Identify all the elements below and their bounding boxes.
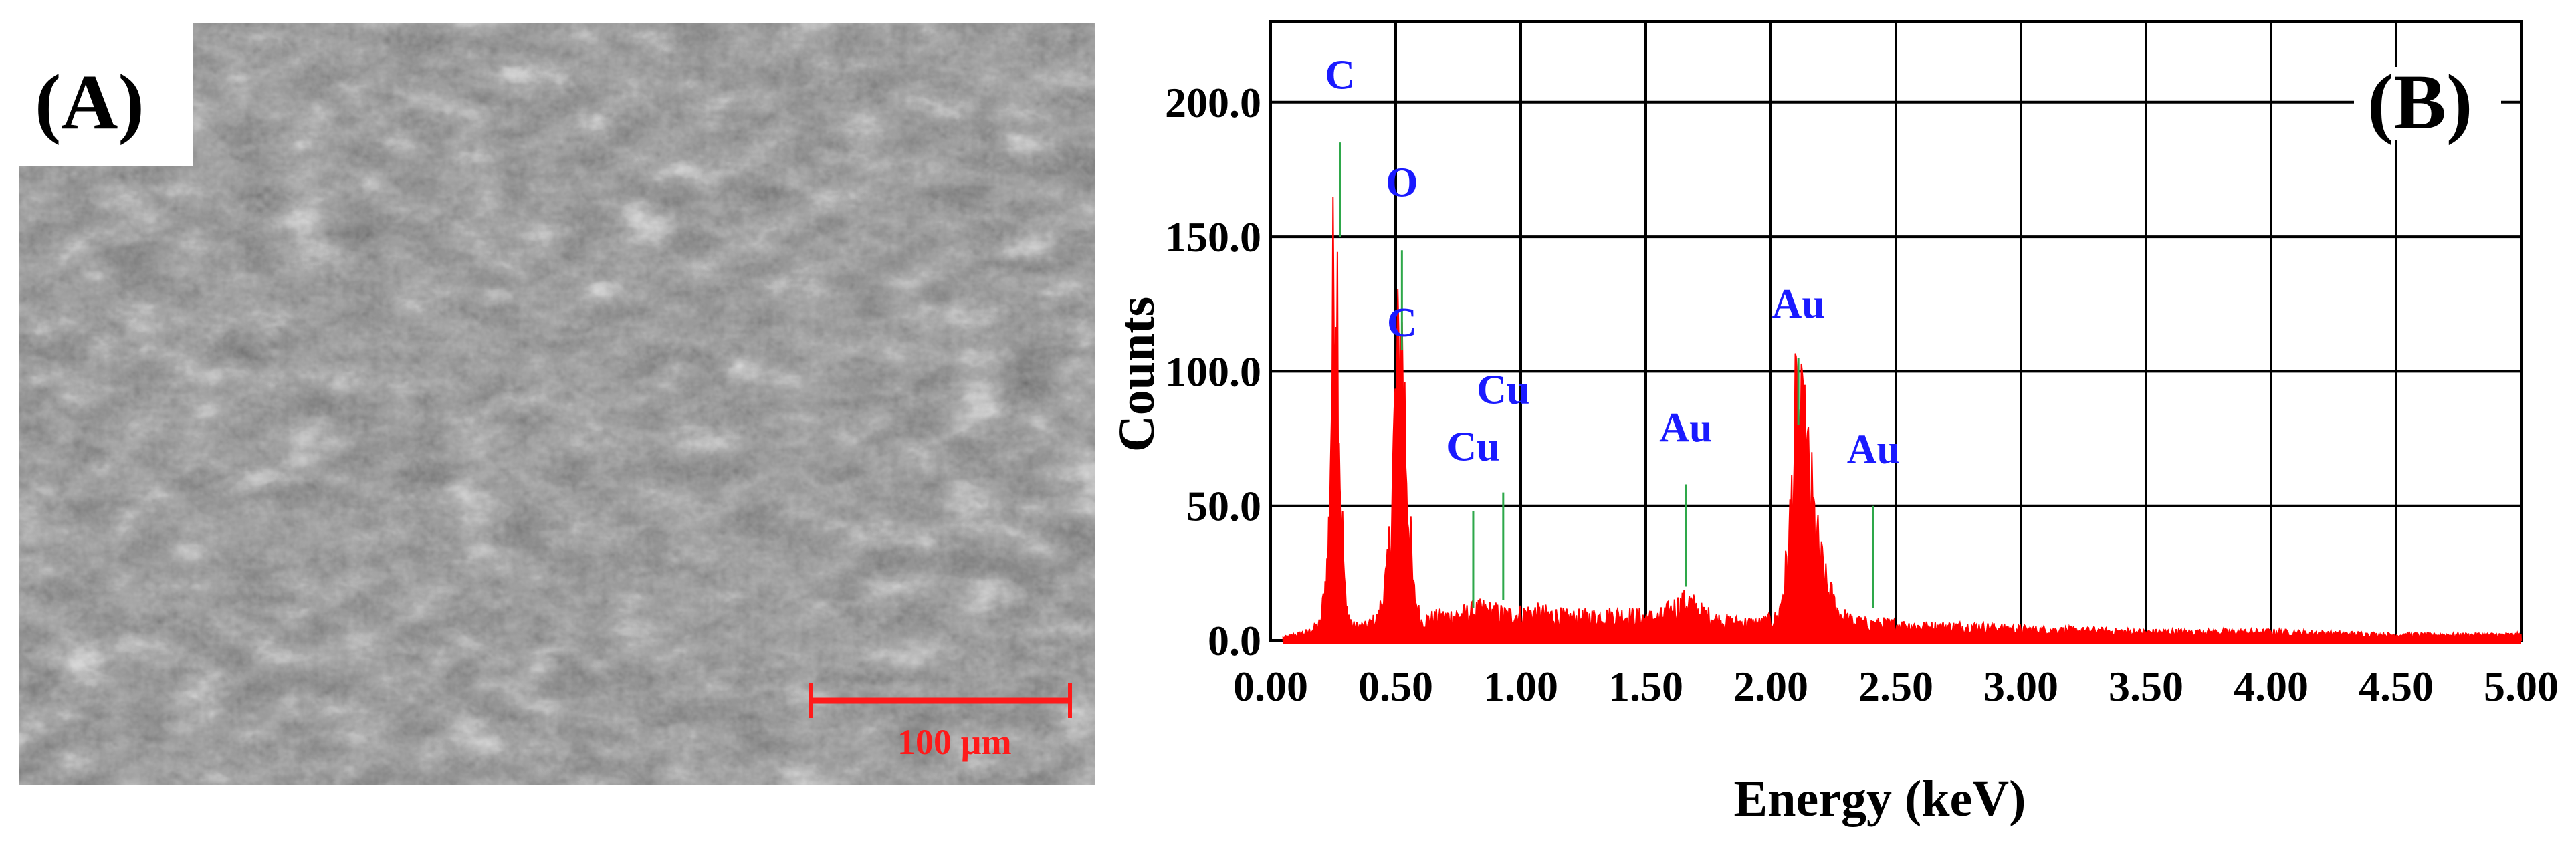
x-tick-label: 0.00 [1233, 662, 1308, 710]
peak-label: Cu [1477, 368, 1529, 413]
y-tick-label: 100.0 [1165, 348, 1261, 395]
panel-a-label: (A) [35, 58, 144, 146]
x-axis-title: Energy (keV) [1734, 771, 2026, 827]
panel-b: C O C Cu Cu Au Au Au 0.00 0.50 1.00 1.50 2.00 2.50 3.… [1097, 0, 2576, 842]
panel-a-label-box [19, 23, 193, 166]
peak-markers: C O C Cu Cu Au Au Au [1325, 53, 1900, 608]
y-tick-labels: 0.0 50.0 100.0 150.0 200.0 [1165, 79, 1261, 665]
x-tick-label: 3.50 [2109, 662, 2183, 710]
y-axis-title: Counts [1109, 297, 1165, 452]
y-tick-label: 0.0 [1208, 617, 1261, 665]
spectrum-line [1282, 197, 2523, 641]
y-tick-label: 150.0 [1165, 213, 1261, 261]
peak-label: Au [1772, 281, 1825, 327]
x-tick-label: 1.50 [1608, 662, 1683, 710]
peak-label: Cu [1446, 424, 1499, 469]
panel-b-label: (B) [2367, 58, 2472, 146]
panel-b-label-bg [2354, 67, 2501, 140]
peak-label: Au [1659, 405, 1712, 451]
chart-grid [1269, 20, 2523, 642]
scale-bar: 100 µm [809, 683, 1072, 762]
edx-chart: C O C Cu Cu Au Au Au 0.00 0.50 1.00 1.50 2.00 2.50 3.… [1109, 20, 2559, 827]
sem-image [19, 23, 1095, 785]
x-tick-labels: 0.00 0.50 1.00 1.50 2.00 2.50 3.00 3.50 4.00 4.50… [1233, 662, 2559, 710]
x-tick-label: 3.00 [1983, 662, 2058, 710]
x-tick-label: 2.00 [1733, 662, 1808, 710]
peak-label: C [1387, 300, 1417, 346]
scale-bar-label: 100 µm [897, 722, 1012, 762]
peak-label: C [1325, 53, 1355, 98]
x-tick-label: 2.50 [1858, 662, 1933, 710]
x-tick-label: 5.00 [2484, 662, 2559, 710]
spectrum-series [1282, 197, 2523, 644]
x-tick-label: 4.50 [2359, 662, 2434, 710]
x-tick-label: 1.00 [1483, 662, 1558, 710]
x-tick-label: 4.00 [2234, 662, 2309, 710]
peak-label: O [1386, 160, 1418, 206]
x-tick-label: 0.50 [1358, 662, 1433, 710]
peak-label: Au [1847, 427, 1900, 472]
y-tick-label: 50.0 [1186, 483, 1261, 530]
panel-a: (A) 100 µm [0, 0, 1097, 842]
y-tick-label: 200.0 [1165, 79, 1261, 126]
sem-figure: (A) 100 µm [19, 23, 1095, 785]
